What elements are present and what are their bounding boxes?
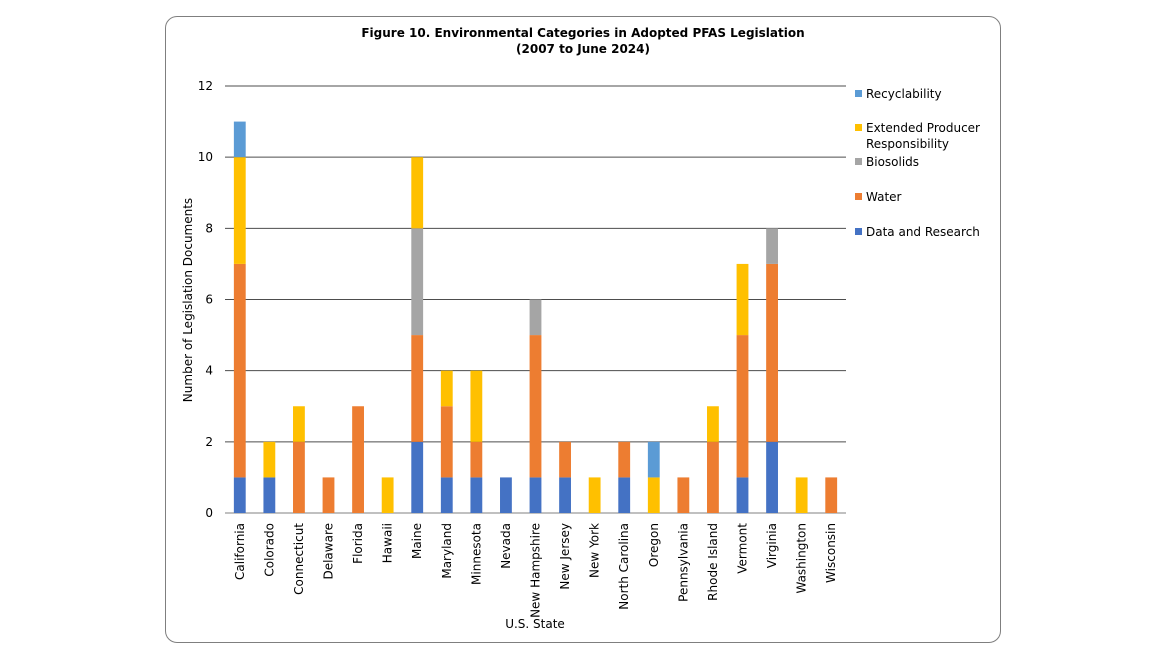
x-tick-label: Hawaii [381, 523, 395, 563]
y-axis-label: Number of Legislation Documents [181, 198, 195, 402]
legend-swatch [855, 228, 862, 235]
bar-segment [470, 477, 483, 513]
bar-segment [529, 335, 542, 478]
x-axis-label: U.S. State [505, 617, 565, 631]
bar-segment [440, 406, 453, 478]
bar-segment [736, 335, 749, 478]
bar-segment [500, 477, 512, 513]
legend-label: Data and Research [866, 225, 980, 239]
x-tick-label: Virginia [765, 523, 779, 568]
bar-segment [470, 441, 483, 478]
y-axis-ticks: 0 2 4 6 8 10 12 [198, 79, 213, 520]
bar-segment [411, 441, 424, 513]
chart-title-line-2: (2007 to June 2024) [516, 42, 650, 56]
legend-label: Responsibility [866, 137, 949, 151]
bar-segment [707, 441, 719, 513]
bar-segment [233, 121, 246, 158]
bar-segment [470, 370, 483, 442]
x-tick-label: Vermont [736, 523, 750, 574]
y-tick-label: 4 [205, 364, 213, 378]
y-tick-label: 12 [198, 79, 213, 93]
bar-segment [233, 477, 246, 513]
bar-segment [766, 441, 778, 513]
x-tick-label: Wisconsin [824, 523, 838, 583]
y-tick-label: 8 [205, 221, 213, 235]
bar-segment [647, 441, 660, 478]
y-tick-label: 10 [198, 150, 213, 164]
bar-segment [529, 477, 542, 513]
bar-segment [529, 299, 542, 336]
bar-segment [411, 157, 424, 229]
y-tick-label: 2 [205, 435, 213, 449]
bar-segment [766, 263, 778, 442]
x-tick-label: Washington [795, 523, 809, 594]
x-tick-label: Minnesota [469, 523, 483, 585]
y-tick-label: 0 [205, 506, 213, 520]
x-tick-label: Nevada [499, 523, 513, 569]
x-tick-label: Pennsylvania [676, 523, 690, 602]
x-tick-label: Delaware [322, 523, 336, 580]
bar-segment [381, 477, 394, 513]
bar-segment [736, 477, 749, 513]
bar-segment [440, 477, 453, 513]
x-tick-label: Maine [410, 523, 424, 559]
bar-segment [322, 477, 335, 513]
bar-segment [411, 228, 424, 336]
bar-segment [588, 477, 601, 513]
bar-segment [736, 263, 749, 336]
bar-segment [352, 406, 364, 513]
bar-segment [825, 477, 838, 513]
bar-segment [559, 441, 571, 478]
x-tick-label: Maryland [440, 523, 454, 579]
x-tick-label: Florida [351, 523, 365, 564]
x-tick-label: Rhode Island [706, 523, 720, 601]
legend-label: Extended Producer [866, 121, 980, 135]
chart-title: Figure 10. Environmental Categories in A… [361, 26, 804, 56]
x-tick-label: New York [588, 523, 602, 578]
y-tick-label: 6 [205, 293, 213, 307]
legend: Recyclability Extended Producer Responsibi… [855, 87, 980, 239]
bar-segment [618, 477, 631, 513]
legend-label: Biosolids [866, 155, 919, 169]
x-tick-label: Connecticut [292, 523, 306, 595]
bar-segment [677, 477, 690, 513]
x-tick-label: California [233, 523, 247, 580]
bar-segment [293, 441, 305, 513]
chart-frame [165, 16, 1001, 643]
legend-swatch [855, 193, 862, 200]
legend-swatch [855, 158, 862, 165]
bar-segment [795, 477, 808, 513]
bar-segment [707, 406, 719, 442]
x-tick-label: Oregon [647, 523, 661, 567]
legend-swatch [855, 124, 862, 131]
bar-segment [263, 441, 276, 478]
bar-segment [233, 263, 246, 478]
x-axis-ticks: California Colorado Connecticut Delaware Flo… [233, 523, 838, 618]
bar-segment [233, 157, 246, 264]
legend-label: Water [866, 190, 902, 204]
x-tick-label: New Jersey [558, 523, 572, 590]
bar-segment [618, 441, 631, 478]
x-tick-label: North Carolina [617, 523, 631, 610]
bar-segment [411, 335, 424, 442]
bar-segment [440, 370, 453, 407]
bar-segment [766, 228, 778, 264]
bar-segment [647, 477, 660, 513]
legend-swatch [855, 90, 862, 97]
chart-title-line-1: Figure 10. Environmental Categories in A… [361, 26, 804, 40]
bars [233, 121, 838, 513]
bar-segment [263, 477, 276, 513]
x-tick-label: New Hampshire [529, 523, 543, 618]
bar-segment [559, 477, 571, 513]
legend-label: Recyclability [866, 87, 942, 101]
x-tick-label: Colorado [262, 523, 276, 577]
bar-segment [293, 406, 305, 442]
